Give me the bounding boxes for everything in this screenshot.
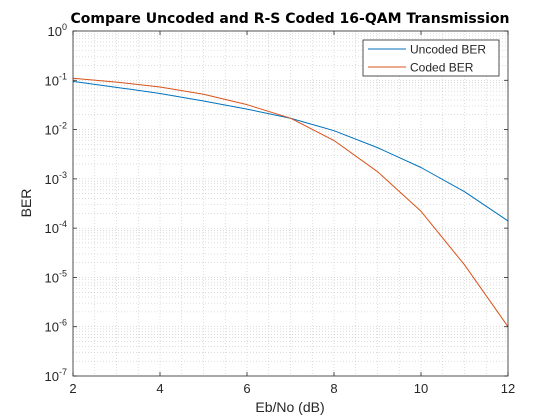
- x-tick-label: 10: [414, 381, 428, 396]
- y-tick-label: 10-5: [45, 268, 67, 285]
- legend-label-coded: Coded BER: [410, 61, 474, 75]
- chart-title: Compare Uncoded and R-S Coded 16-QAM Tra…: [71, 11, 510, 27]
- axis-ticks: [72, 30, 509, 377]
- x-tick-label: 6: [243, 381, 250, 396]
- y-tick-label: 10-7: [45, 367, 67, 384]
- x-tick-label: 8: [330, 381, 337, 396]
- x-tick-label: 4: [156, 381, 163, 396]
- axes-box: [72, 30, 509, 377]
- y-tick-label: 10-4: [45, 219, 67, 236]
- x-tick-label: 2: [69, 381, 76, 396]
- y-tick-label: 10-2: [45, 121, 67, 138]
- y-tick-label: 10-3: [45, 170, 67, 187]
- series-lines: [72, 77, 509, 327]
- y-tick-label: 10-1: [45, 71, 67, 88]
- x-axis-label: Eb/No (dB): [255, 399, 324, 415]
- legend-label-uncoded: Uncoded BER: [410, 43, 486, 57]
- tick-labels: 2 4 6 8 10 12 100 10-1 10-2 10-3 10-4 10-5 10-6 10-7: [45, 22, 516, 396]
- x-tick-label: 12: [501, 381, 515, 396]
- y-axis-label: BER: [18, 189, 34, 218]
- series-line-coded: [72, 77, 509, 327]
- y-tick-label: 10-6: [45, 318, 67, 335]
- legend[interactable]: Uncoded BER Coded BER: [362, 39, 500, 77]
- legend-box: [362, 39, 500, 77]
- grid-lines: [73, 31, 508, 376]
- y-tick-label: 100: [48, 22, 67, 39]
